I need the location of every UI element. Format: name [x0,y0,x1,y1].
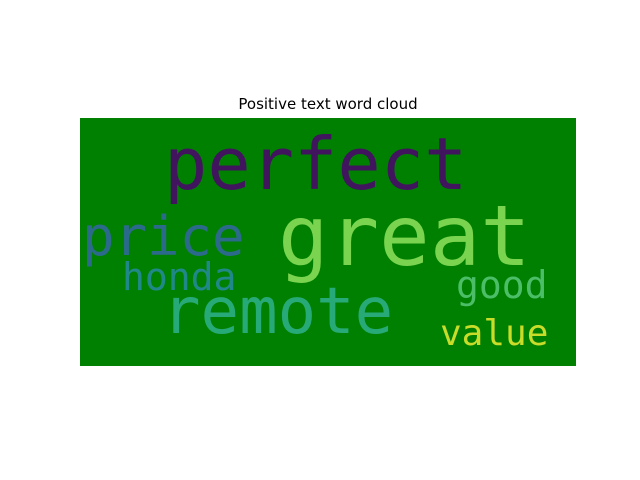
word-great: great [278,187,531,285]
word-good: good [456,263,548,307]
figure-title: Positive text word cloud [238,95,418,113]
word-value: value [440,313,549,354]
word-remote: remote [162,275,394,349]
word-cloud-canvas: perfect great price honda remote good va… [80,118,576,366]
word-perfect: perfect [164,122,468,206]
word-honda: honda [122,255,237,299]
word-price: price [82,205,245,268]
